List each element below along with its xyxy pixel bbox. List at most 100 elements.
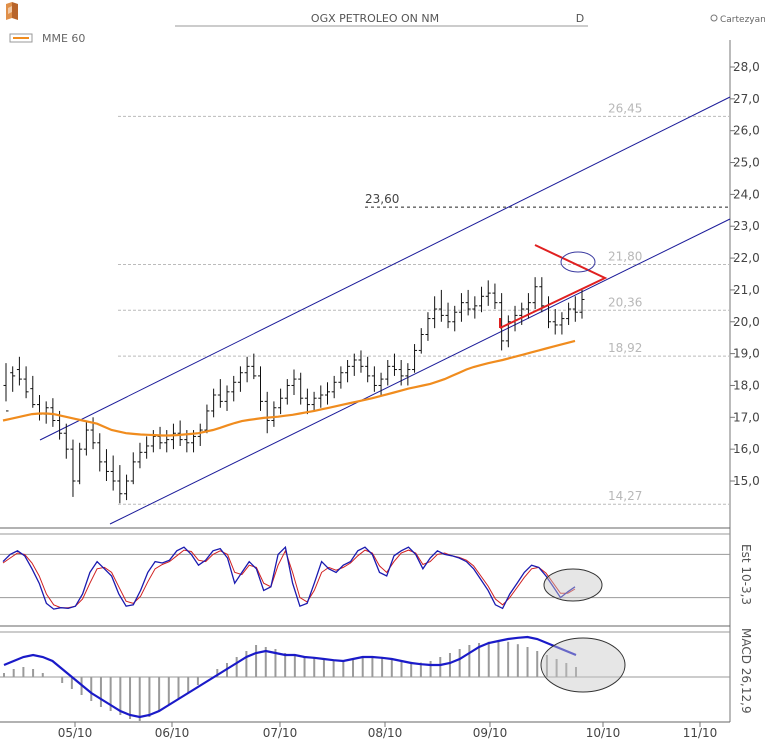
triangle-pattern xyxy=(499,244,608,329)
price-bar xyxy=(231,375,237,402)
price-bar xyxy=(572,296,578,322)
price-bar xyxy=(271,401,277,427)
stoch-highlight-ellipse xyxy=(543,568,603,602)
price-bar xyxy=(164,430,170,453)
price-bar xyxy=(110,455,116,491)
price-bar xyxy=(103,449,109,481)
x-tick-label: 08/10 xyxy=(368,726,403,740)
price-bar xyxy=(291,369,297,396)
price-bar xyxy=(130,452,136,485)
price-bar xyxy=(378,372,384,396)
price-bar xyxy=(304,388,310,415)
price-bar xyxy=(157,426,163,450)
price-bar xyxy=(63,423,69,459)
price-bar xyxy=(217,379,223,408)
level-label: 18,92 xyxy=(608,341,642,355)
price-bar xyxy=(144,436,150,459)
price-bar xyxy=(224,385,230,411)
price-bar xyxy=(546,296,552,329)
price-bar xyxy=(338,366,344,389)
y-tick-label: 27,0 xyxy=(733,92,760,106)
price-bar xyxy=(552,309,558,335)
price-bar xyxy=(197,423,203,446)
price-bar xyxy=(452,305,458,332)
x-tick-label: 06/10 xyxy=(155,726,190,740)
highlight-ellipse xyxy=(560,251,596,273)
level-label: 26,45 xyxy=(608,101,642,115)
price-bar xyxy=(3,363,9,412)
period-label: D xyxy=(576,12,584,25)
price-bar xyxy=(23,366,29,399)
price-bar xyxy=(412,344,418,373)
price-bar xyxy=(264,391,270,434)
stochastic-label: Est 10-3,3 xyxy=(739,544,753,605)
price-bar xyxy=(532,277,538,310)
level-label: 23,60 xyxy=(365,192,399,206)
stoch-k-line xyxy=(2,545,576,610)
y-tick-label: 20,0 xyxy=(733,315,760,329)
price-bar xyxy=(539,277,545,313)
legend-box xyxy=(9,33,33,43)
y-tick-label: 28,0 xyxy=(733,60,760,74)
level-label: 20,36 xyxy=(608,295,642,309)
y-tick-label: 25,0 xyxy=(733,156,760,170)
price-bar xyxy=(324,382,330,405)
price-bar xyxy=(358,350,364,373)
price-bar xyxy=(505,315,511,348)
price-bar xyxy=(311,391,317,411)
x-tick-label: 07/10 xyxy=(263,726,298,740)
price-bar xyxy=(211,388,217,418)
y-tick-label: 22,0 xyxy=(733,251,760,265)
price-bar xyxy=(10,366,16,392)
price-bar xyxy=(97,433,103,472)
brand-logo xyxy=(6,2,18,20)
y-tick-label: 17,0 xyxy=(733,410,760,424)
price-bar xyxy=(318,385,324,408)
x-tick-label: 10/10 xyxy=(586,726,621,740)
y-tick-label: 15,0 xyxy=(733,474,760,488)
price-bar xyxy=(278,388,284,415)
price-bar xyxy=(432,296,438,329)
price-bar xyxy=(36,395,42,421)
brand-icon xyxy=(710,14,718,22)
price-bar xyxy=(559,312,565,335)
ema-line xyxy=(2,339,576,437)
y-tick-label: 18,0 xyxy=(733,378,760,392)
price-bar xyxy=(485,280,491,306)
x-tick-label: 05/10 xyxy=(58,726,93,740)
price-bar xyxy=(398,359,404,386)
price-bar xyxy=(137,442,143,469)
x-tick-label: 09/10 xyxy=(473,726,508,740)
brand-label: Cartezyan xyxy=(720,15,765,25)
price-bar xyxy=(351,353,357,376)
price-bar xyxy=(425,312,431,341)
legend-label-ema: MME 60 xyxy=(42,32,85,45)
trend-channel-line xyxy=(109,218,731,525)
price-bar xyxy=(492,283,498,310)
price-bar xyxy=(405,363,411,386)
price-bar xyxy=(70,439,76,497)
price-bar xyxy=(124,474,130,501)
price-bar xyxy=(237,366,243,392)
price-bar xyxy=(479,286,485,313)
price-bar xyxy=(170,423,176,450)
price-bar xyxy=(83,420,89,456)
price-bar xyxy=(566,302,572,325)
price-bar xyxy=(117,465,123,504)
price-bar xyxy=(391,353,397,376)
y-tick-label: 26,0 xyxy=(733,124,760,138)
y-tick-label: 19,0 xyxy=(733,347,760,361)
price-bar xyxy=(371,366,377,392)
y-tick-label: 21,0 xyxy=(733,283,760,297)
price-bar xyxy=(385,359,391,386)
macd-highlight-ellipse xyxy=(540,637,626,693)
price-bar xyxy=(345,359,351,383)
price-bar xyxy=(365,356,371,383)
price-bar xyxy=(472,296,478,319)
stoch-d-line xyxy=(2,549,576,609)
price-bar xyxy=(418,328,424,354)
x-tick-label: 11/10 xyxy=(683,726,718,740)
price-bar xyxy=(177,420,183,446)
